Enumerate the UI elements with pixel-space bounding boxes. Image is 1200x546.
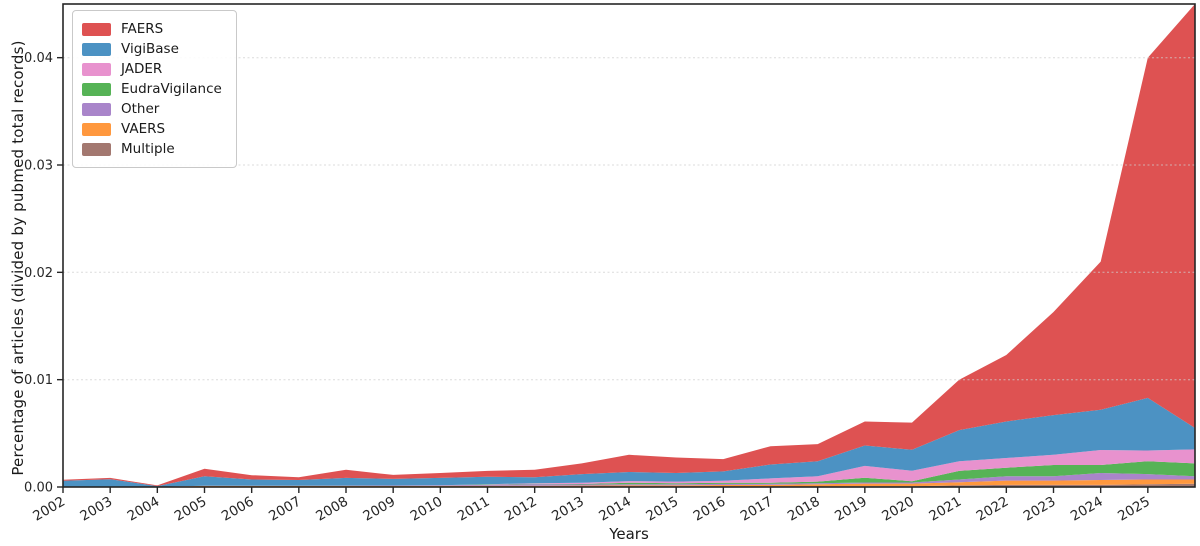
x-tick-label-2005: 2005 (172, 494, 210, 525)
legend-label: VigiBase (121, 41, 179, 57)
x-tick-label-2018: 2018 (785, 494, 823, 525)
legend-item-other: Other (82, 99, 222, 119)
legend-item-vaers: VAERS (82, 119, 222, 139)
x-tick-label-2010: 2010 (408, 494, 446, 525)
y-tick-label-0.04: 0.04 (24, 51, 53, 66)
x-tick-label-2007: 2007 (266, 494, 304, 525)
legend-label: FAERS (121, 21, 164, 37)
x-tick-label-2008: 2008 (313, 494, 351, 525)
x-tick-label-2004: 2004 (125, 494, 163, 525)
eudravigilance-swatch (82, 82, 111, 96)
legend-label: Multiple (121, 141, 175, 157)
legend-item-vigibase: VigiBase (82, 39, 222, 59)
area-other (63, 473, 1195, 487)
legend: FAERS VigiBase JADER EudraVigilance Other VAE… (72, 10, 237, 168)
jader-swatch (82, 62, 111, 76)
x-tick-label-2016: 2016 (691, 494, 729, 525)
x-tick-label-2023: 2023 (1021, 494, 1059, 525)
x-tick-label-2009: 2009 (360, 494, 398, 525)
x-tick-label-2020: 2020 (879, 494, 917, 525)
x-tick-label-2019: 2019 (832, 494, 870, 525)
x-tick-label-2024: 2024 (1068, 494, 1106, 525)
x-tick-label-2003: 2003 (77, 494, 115, 525)
x-tick-label-2014: 2014 (596, 494, 634, 525)
legend-item-eudravigilance: EudraVigilance (82, 79, 222, 99)
x-tick-label-2017: 2017 (738, 494, 776, 525)
y-tick-label-0.00: 0.00 (24, 481, 53, 496)
multiple-swatch (82, 142, 111, 156)
legend-label: VAERS (121, 121, 166, 137)
vigibase-swatch (82, 42, 111, 56)
x-tick-label-2006: 2006 (219, 494, 257, 525)
area-vaers (63, 479, 1195, 487)
vaers-swatch (82, 122, 111, 136)
area-vigibase (63, 397, 1195, 487)
other-swatch (82, 102, 111, 116)
faers-swatch (82, 22, 111, 36)
legend-item-jader: JADER (82, 59, 222, 79)
legend-item-faers: FAERS (82, 19, 222, 39)
x-tick-label-2021: 2021 (926, 494, 964, 525)
legend-item-multiple: Multiple (82, 139, 222, 159)
legend-label: JADER (121, 61, 163, 77)
x-tick-label-2025: 2025 (1115, 494, 1153, 525)
x-tick-label-2015: 2015 (643, 494, 681, 525)
y-tick-label-0.03: 0.03 (24, 159, 53, 174)
y-tick-label-0.01: 0.01 (24, 373, 53, 388)
area-jader (63, 449, 1195, 487)
legend-label: Other (121, 101, 160, 117)
x-tick-label-2002: 2002 (30, 494, 68, 525)
y-tick-label-0.02: 0.02 (24, 266, 53, 281)
x-tick-label-2013: 2013 (549, 494, 587, 525)
y-axis-label: Percentage of articles (divided by pubme… (9, 40, 27, 476)
x-axis-label: Years (609, 525, 649, 543)
x-tick-label-2011: 2011 (455, 494, 493, 525)
area-eudravigilance (63, 461, 1195, 487)
x-tick-label-2022: 2022 (974, 494, 1012, 525)
x-tick-label-2012: 2012 (502, 494, 540, 525)
legend-label: EudraVigilance (121, 81, 222, 97)
